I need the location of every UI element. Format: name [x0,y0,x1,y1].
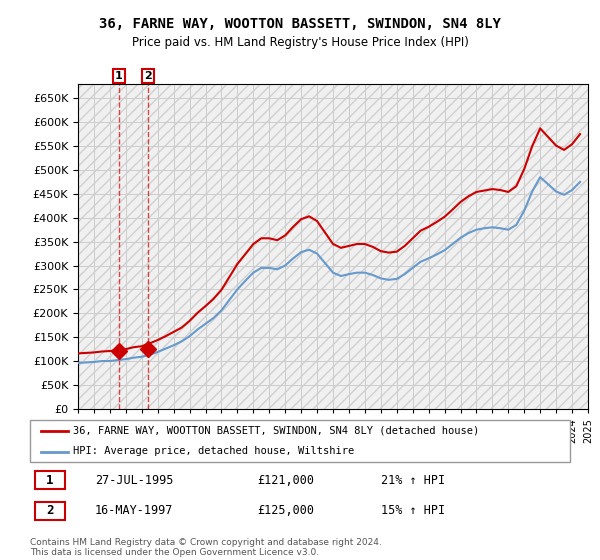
Text: 21% ↑ HPI: 21% ↑ HPI [381,474,445,487]
Text: 2: 2 [144,71,152,81]
Text: 36, FARNE WAY, WOOTTON BASSETT, SWINDON, SN4 8LY: 36, FARNE WAY, WOOTTON BASSETT, SWINDON,… [99,17,501,31]
FancyBboxPatch shape [35,471,65,489]
Text: HPI: Average price, detached house, Wiltshire: HPI: Average price, detached house, Wilt… [73,446,355,456]
Text: Contains HM Land Registry data © Crown copyright and database right 2024.
This d: Contains HM Land Registry data © Crown c… [30,538,382,557]
Text: 15% ↑ HPI: 15% ↑ HPI [381,505,445,517]
Text: 16-MAY-1997: 16-MAY-1997 [95,505,173,517]
Text: Price paid vs. HM Land Registry's House Price Index (HPI): Price paid vs. HM Land Registry's House … [131,36,469,49]
Text: 2: 2 [46,505,54,517]
Text: £121,000: £121,000 [257,474,314,487]
Text: 36, FARNE WAY, WOOTTON BASSETT, SWINDON, SN4 8LY (detached house): 36, FARNE WAY, WOOTTON BASSETT, SWINDON,… [73,426,479,436]
Text: £125,000: £125,000 [257,505,314,517]
Text: 27-JUL-1995: 27-JUL-1995 [95,474,173,487]
FancyBboxPatch shape [30,420,570,462]
FancyBboxPatch shape [35,502,65,520]
Text: 1: 1 [46,474,54,487]
Text: 1: 1 [115,71,123,81]
